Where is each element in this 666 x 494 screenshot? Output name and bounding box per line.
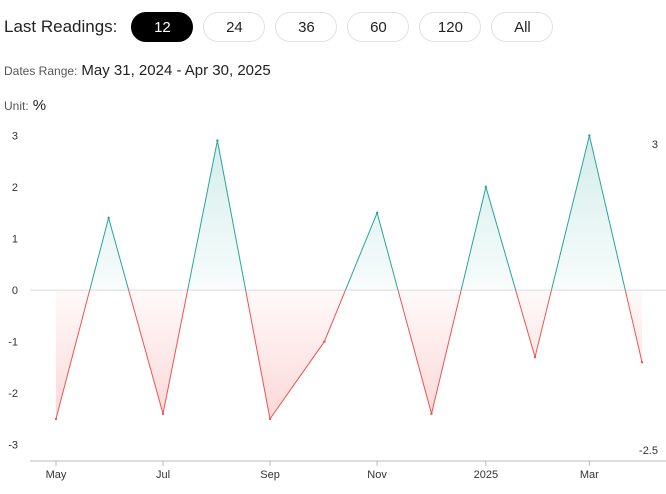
y-tick-label: 3 — [12, 130, 18, 142]
readings-option-60[interactable]: 60 — [347, 12, 410, 42]
readings-option-all[interactable]: All — [491, 12, 554, 42]
x-tick-label: Jul — [156, 469, 170, 481]
x-tick-label: May — [46, 469, 67, 481]
unit-value: % — [32, 97, 47, 114]
data-point-2024-08-31 — [216, 139, 219, 142]
last-readings-label: Last Readings: — [4, 17, 118, 36]
data-point-2025-04-30 — [640, 361, 644, 364]
data-point-2024-09-30 — [268, 417, 272, 421]
unit-row: Unit:% — [4, 97, 46, 114]
last-readings-bar: Last Readings: 12 24 36 60 120 All — [4, 12, 563, 42]
y-tick-label: 2 — [12, 182, 18, 194]
min-value-label: -2.5 — [639, 445, 658, 457]
data-point-2024-07-31 — [161, 412, 165, 415]
readings-option-12[interactable]: 12 — [131, 12, 194, 42]
data-point-2025-03-31 — [588, 134, 591, 137]
negative-series-line — [55, 290, 643, 421]
dates-range-value: May 31, 2024 - Apr 30, 2025 — [81, 62, 271, 79]
y-tick-label: 0 — [12, 285, 18, 297]
data-point-2025-01-31 — [484, 185, 488, 189]
readings-option-24[interactable]: 24 — [203, 12, 266, 42]
data-point-2024-10-31 — [323, 340, 326, 343]
x-tick-label: Nov — [367, 469, 387, 481]
data-points — [54, 134, 644, 421]
x-tick-label: Sep — [260, 469, 280, 481]
data-point-2024-05-31 — [54, 417, 58, 421]
data-point-2024-06-30 — [107, 216, 110, 220]
max-value-label: 3 — [652, 139, 658, 151]
dates-range-row: Dates Range: May 31, 2024 - Apr 30, 2025 — [4, 62, 271, 79]
y-tick-label: -2 — [8, 388, 18, 400]
readings-option-120[interactable]: 120 — [419, 12, 482, 42]
positive-series-line — [89, 135, 626, 291]
dates-range-label: Dates Range: — [4, 64, 78, 78]
y-tick-label: -1 — [8, 337, 18, 349]
x-axis-ticks: May Jul Sep Nov 2025 Mar — [46, 461, 599, 481]
negative-area — [56, 290, 642, 419]
y-tick-label: 1 — [12, 234, 18, 246]
y-axis-ticks: 3 2 1 0 -1 -2 -3 — [8, 130, 18, 451]
x-tick-label: 2025 — [474, 469, 498, 481]
data-point-2024-11-30 — [375, 211, 379, 214]
x-tick-label: Mar — [580, 469, 599, 481]
readings-option-36[interactable]: 36 — [275, 12, 338, 42]
data-point-2025-02-28 — [533, 355, 537, 359]
unit-label: Unit: — [4, 99, 29, 113]
data-point-2024-12-31 — [430, 412, 433, 415]
y-tick-label: -3 — [8, 440, 18, 452]
